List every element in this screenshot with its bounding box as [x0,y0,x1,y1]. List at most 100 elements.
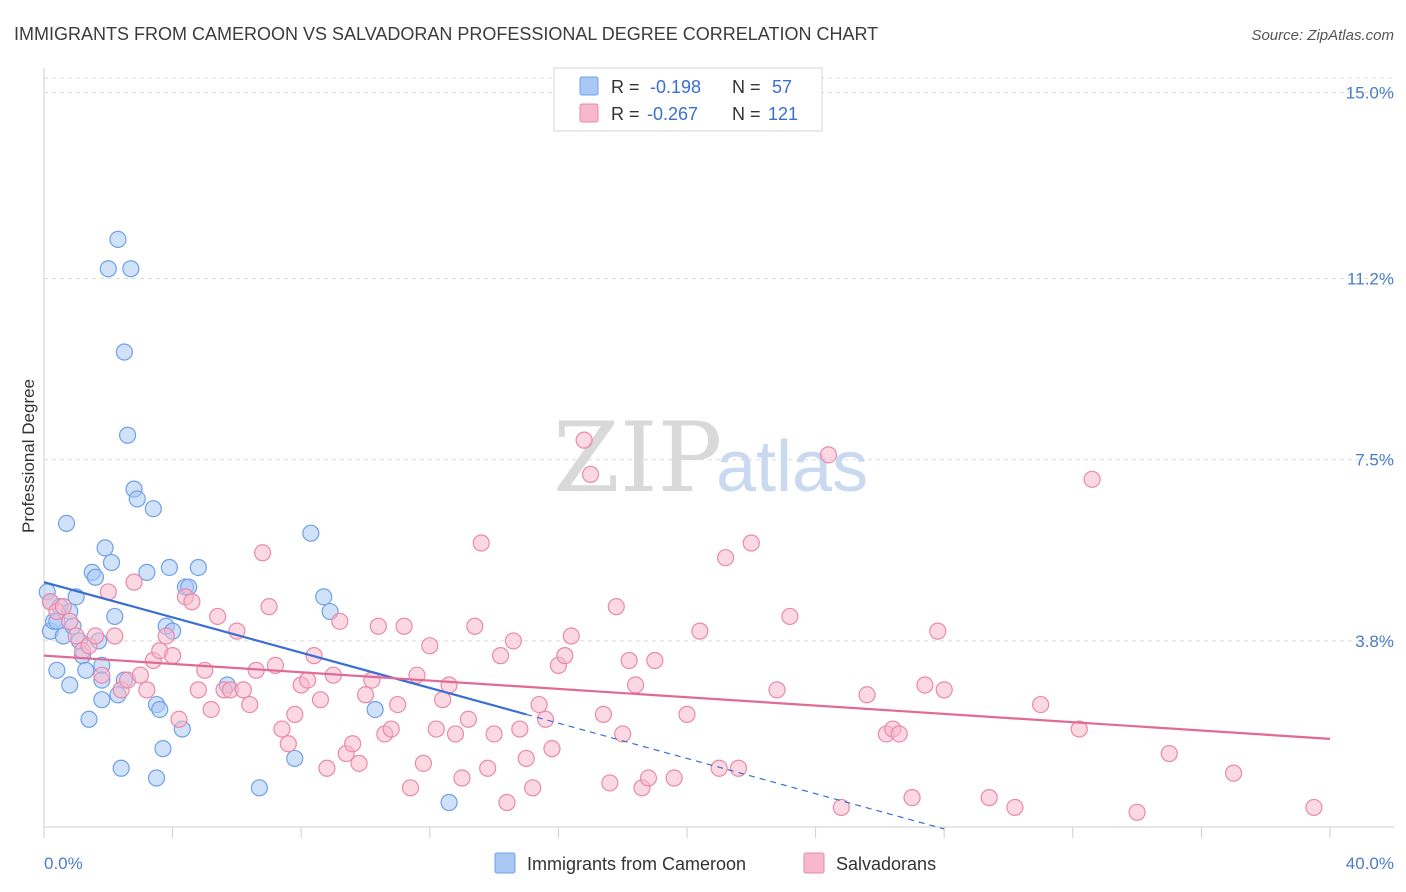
point-salvadorans [382,720,400,738]
legend-bottom-label-cameroon: Immigrants from Cameroon [527,854,746,874]
point-salvadorans [768,681,786,699]
point-cameroon [151,700,169,719]
watermark-atlas: atlas [716,427,868,507]
point-salvadorans [646,651,664,670]
point-salvadorans [459,710,477,728]
point-salvadorans [504,632,522,650]
point-salvadorans [67,627,85,645]
y-tick-label: 11.2% [1347,270,1394,289]
trend-line-cameroon [43,581,527,716]
point-salvadorans [491,647,510,665]
point-salvadorans [716,549,735,567]
point-salvadorans [254,544,272,562]
point-salvadorans [916,676,934,694]
x-tick-label-max: 40.0% [1346,854,1394,873]
point-salvadorans [170,710,188,728]
legend-r-label-cameroon: R = [611,77,640,97]
point-salvadorans [524,779,542,797]
point-salvadorans [819,446,838,464]
point-salvadorans [1305,798,1323,817]
point-salvadorans [421,637,439,655]
point-cameroon [77,661,95,679]
y-axis-tick-labels: 3.8% 7.5% 11.2% 15.0% [1346,83,1394,650]
point-salvadorans [202,700,220,719]
y-tick-label: 15.0% [1346,83,1394,102]
point-salvadorans [260,598,278,616]
x-axis-ticks [43,827,1331,838]
legend-n-label-cameroon: N = [732,77,761,97]
point-cameroon [250,779,269,797]
point-cameroon [154,740,172,758]
point-salvadorans [729,759,748,777]
legend-n-value-cameroon: 57 [772,77,792,97]
data-points [38,230,1323,821]
point-cameroon [106,607,124,626]
trend-lines [43,581,1331,830]
point-salvadorans [543,740,561,758]
y-axis-label: Professional Degree [19,379,38,533]
legend-bottom-swatch-salvadorans [803,852,825,874]
point-salvadorans [446,725,465,743]
point-salvadorans [318,759,336,777]
point-salvadorans [1070,720,1088,738]
point-salvadorans [691,622,709,640]
legend-n-label-salvadorans: N = [732,104,761,124]
x-tick-label-min: 0.0% [44,854,83,873]
point-salvadorans [472,534,490,552]
point-salvadorans [350,754,368,772]
point-salvadorans [536,710,555,728]
point-salvadorans [286,705,304,723]
y-tick-label: 7.5% [1355,451,1394,470]
point-cameroon [147,769,166,787]
point-cameroon [48,661,66,679]
point-salvadorans [234,681,252,699]
legend-r-label-salvadorans: R = [611,104,640,124]
point-salvadorans [395,617,413,635]
point-salvadorans [241,695,259,714]
legend-swatch-salvadorans [579,103,599,123]
point-cameroon [86,568,105,586]
point-salvadorans [61,612,79,630]
point-salvadorans [903,789,921,807]
point-salvadorans [530,695,548,714]
point-cameroon [189,558,207,577]
point-salvadorans [832,798,850,817]
point-salvadorans [344,735,362,753]
point-salvadorans [1006,798,1024,817]
point-salvadorans [466,617,484,635]
point-cameroon [302,524,320,542]
point-salvadorans [858,686,876,704]
point-salvadorans [511,720,529,738]
point-salvadorans [131,666,150,684]
point-salvadorans [575,431,593,449]
point-salvadorans [93,666,111,684]
point-cameroon [102,553,121,572]
point-salvadorans [427,720,445,738]
point-salvadorans [453,769,471,787]
watermark-zip: ZIP [553,402,722,514]
point-cameroon [80,710,98,728]
chart-title: IMMIGRANTS FROM CAMEROON VS SALVADORAN P… [14,24,878,44]
point-salvadorans [209,607,227,626]
legend-swatch-cameroon [579,76,599,96]
legend-r-value-salvadorans: -0.267 [647,104,698,124]
point-salvadorans [331,612,349,630]
point-cameroon [112,759,130,777]
point-salvadorans [389,695,407,714]
point-salvadorans [929,622,947,640]
point-salvadorans [1160,744,1178,763]
trend-line-salvadorans [43,654,1331,740]
point-cameroon [315,588,333,606]
point-salvadorans [562,627,580,645]
point-salvadorans [273,720,291,738]
point-salvadorans [183,593,201,611]
point-salvadorans [665,769,683,787]
point-salvadorans [356,686,375,704]
point-salvadorans [781,607,799,626]
point-salvadorans [106,627,124,645]
point-salvadorans [164,647,182,665]
point-cameroon [57,514,76,533]
point-salvadorans [485,725,503,743]
